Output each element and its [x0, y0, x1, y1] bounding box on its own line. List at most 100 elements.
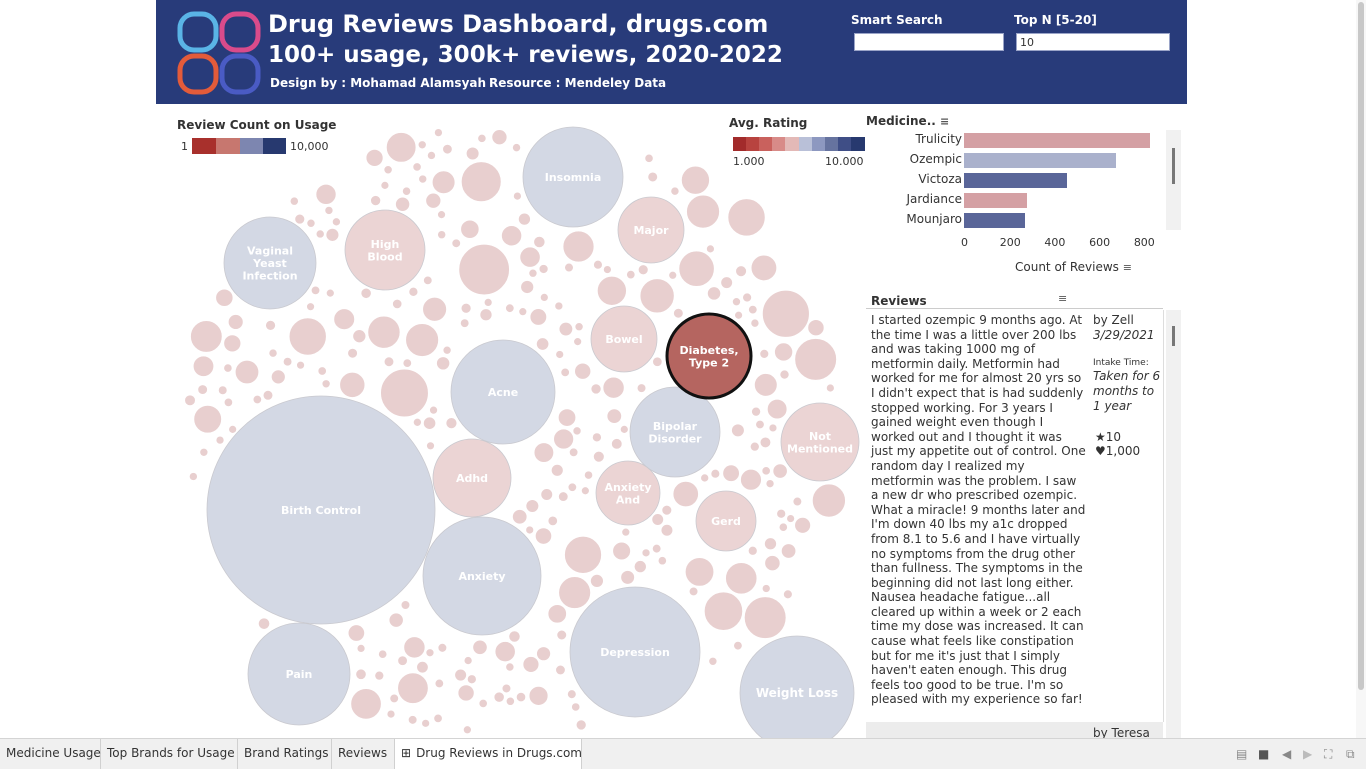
usage-bubble-circle[interactable]	[780, 402, 860, 482]
usage-bubble-small[interactable]	[583, 470, 594, 480]
usage-bubble-small[interactable]	[479, 308, 493, 322]
usage-bubble-small[interactable]	[672, 480, 699, 508]
usage-bubble-small[interactable]	[431, 170, 456, 195]
usage-bubble-small[interactable]	[370, 195, 382, 207]
usage-bubble-small[interactable]	[270, 369, 286, 385]
usage-bubble-small[interactable]	[234, 359, 260, 385]
usage-bubble-small[interactable]	[590, 573, 604, 588]
usage-bubble-small[interactable]	[710, 468, 721, 479]
usage-bubble-small[interactable]	[761, 289, 810, 338]
usage-bubble-small[interactable]	[252, 394, 263, 405]
usage-bubble-small[interactable]	[517, 212, 531, 226]
usage-bubble-small[interactable]	[352, 329, 367, 344]
usage-bubble-circle[interactable]	[206, 395, 436, 625]
usage-bubble-small[interactable]	[562, 230, 595, 263]
usage-bubble-small[interactable]	[731, 297, 741, 307]
usage-bubble-small[interactable]	[383, 165, 393, 175]
usage-bubble-small[interactable]	[825, 383, 835, 393]
usage-bubble-small[interactable]	[505, 662, 515, 672]
usage-bubble-small[interactable]	[725, 562, 758, 595]
usage-bubble-small[interactable]	[321, 379, 331, 389]
usage-bubble-small[interactable]	[365, 148, 384, 167]
usage-bubble-small[interactable]	[417, 140, 427, 150]
usage-bubble-insomnia[interactable]: Insomnia	[522, 126, 624, 228]
usage-bubble-small[interactable]	[296, 360, 305, 370]
usage-bubble-small[interactable]	[458, 243, 510, 296]
usage-bubble-small[interactable]	[792, 496, 803, 507]
usage-bubble-small[interactable]	[641, 548, 651, 558]
usage-bubble-small[interactable]	[606, 408, 622, 424]
usage-bubble-small[interactable]	[678, 250, 715, 287]
usage-bubble-small[interactable]	[612, 541, 631, 561]
usage-bubble-small[interactable]	[262, 390, 274, 401]
usage-bubble-small[interactable]	[223, 397, 234, 407]
usage-bubble-small[interactable]	[706, 286, 722, 301]
usage-bubble-small[interactable]	[731, 423, 745, 438]
usage-bubble-small[interactable]	[768, 423, 778, 433]
usage-bubble-small[interactable]	[536, 646, 551, 662]
tab-medicine-usage[interactable]: Medicine Usage	[0, 739, 101, 769]
usage-bubble-small[interactable]	[380, 180, 390, 190]
usage-bubble-small[interactable]	[743, 596, 787, 639]
usage-bubble-small[interactable]	[333, 308, 356, 331]
usage-bubble-small[interactable]	[533, 442, 555, 463]
usage-bubble-small[interactable]	[529, 308, 548, 326]
usage-bubble-small[interactable]	[534, 527, 553, 545]
usage-bubble-circle[interactable]	[422, 516, 542, 636]
usage-bubble-small[interactable]	[433, 128, 443, 138]
usage-bubble-small[interactable]	[434, 678, 445, 689]
usage-bubble-circle[interactable]	[569, 586, 701, 718]
reviews-sort-icon[interactable]: ≡	[1058, 292, 1068, 305]
usage-bubble-small[interactable]	[421, 718, 431, 728]
usage-bubble-small[interactable]	[670, 186, 680, 196]
usage-bubble-small[interactable]	[621, 527, 631, 537]
usage-bubble-pain[interactable]: Pain	[247, 622, 351, 726]
usage-bubble-small[interactable]	[596, 275, 627, 306]
usage-bubble-small[interactable]	[722, 464, 740, 482]
usage-bubble-small[interactable]	[620, 570, 635, 585]
usage-bubble-small[interactable]	[761, 466, 771, 476]
usage-bubble-small[interactable]	[347, 624, 366, 642]
usage-bubble-adhd[interactable]: Adhd	[432, 438, 512, 518]
usage-bubble-small[interactable]	[794, 516, 812, 534]
usage-bubble-small[interactable]	[355, 668, 367, 680]
usage-bubble-small[interactable]	[515, 691, 527, 703]
usage-bubble-small[interactable]	[703, 591, 744, 631]
usage-bubble-small[interactable]	[684, 557, 715, 587]
usage-bubble-small[interactable]	[749, 441, 760, 452]
usage-bubble-small[interactable]	[416, 660, 429, 674]
usage-bubble-small[interactable]	[637, 264, 649, 276]
usage-bubble-small[interactable]	[412, 162, 422, 172]
usage-bubble-small[interactable]	[755, 419, 765, 430]
usage-bubble-small[interactable]	[442, 143, 453, 155]
usage-bubble-circle[interactable]	[590, 305, 658, 373]
usage-bubble-small[interactable]	[289, 196, 299, 206]
usage-bubble-small[interactable]	[580, 486, 590, 496]
usage-bubble-small[interactable]	[491, 129, 508, 146]
page-scroll-thumb[interactable]	[1358, 2, 1364, 690]
usage-bubble-small[interactable]	[494, 641, 516, 663]
usage-bubble-small[interactable]	[505, 303, 515, 313]
usage-bubble-circle[interactable]	[247, 622, 351, 726]
view-sheet-icon[interactable]: ■	[1258, 747, 1270, 761]
usage-bubble-small[interactable]	[520, 280, 535, 294]
usage-bubble-small[interactable]	[306, 302, 315, 312]
bar-mark[interactable]	[964, 173, 1067, 188]
usage-bubble-birthcontrol[interactable]: Birth Control	[206, 395, 436, 625]
usage-bubble-small[interactable]	[462, 725, 472, 735]
sort-icon[interactable]: ≡	[940, 115, 950, 128]
usage-bubble-small[interactable]	[727, 198, 766, 237]
usage-bubble-small[interactable]	[422, 416, 437, 430]
usage-bubble-circle[interactable]	[629, 386, 721, 478]
usage-bubble-small[interactable]	[454, 668, 467, 682]
usage-bubble-small[interactable]	[433, 713, 443, 724]
usage-bubble-small[interactable]	[460, 302, 472, 314]
usage-bubble-small[interactable]	[306, 218, 316, 228]
usage-bubble-small[interactable]	[429, 405, 438, 415]
usage-bubble-small[interactable]	[401, 186, 412, 196]
usage-bubble-small[interactable]	[574, 362, 592, 380]
usage-bubble-small[interactable]	[575, 719, 587, 731]
